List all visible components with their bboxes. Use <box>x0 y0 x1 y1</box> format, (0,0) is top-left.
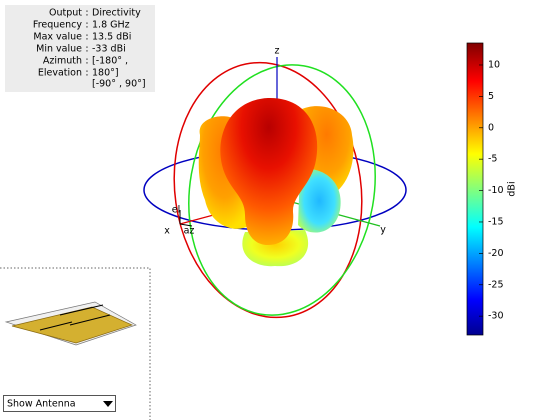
feed-line <box>59 304 104 316</box>
lobe-main <box>220 97 318 245</box>
elevation-ring-xz <box>173 61 363 319</box>
feed-line <box>39 321 73 331</box>
info-separator: : <box>85 68 88 79</box>
info-label: Min value <box>36 44 82 55</box>
info-separator: : <box>85 8 88 19</box>
thumbnail-frame <box>0 267 151 420</box>
colorbar <box>466 42 484 336</box>
radiation-pattern <box>198 97 354 267</box>
el-label: el <box>172 205 180 216</box>
colorbar-tick-label: -25 <box>488 279 504 290</box>
az-label: az <box>184 226 195 237</box>
info-extra: [-90° , 90°] <box>92 79 146 90</box>
triad-az <box>179 223 193 227</box>
info-separator: : <box>85 20 88 31</box>
info-value: 180°] <box>92 68 119 79</box>
colorbar-ticks: 10 5 0 -5 -10 -15 -20 -25 -30 <box>479 59 504 322</box>
info-value: 13.5 dBi <box>92 32 131 43</box>
elevation-ring-yz <box>188 64 376 316</box>
info-separator: : <box>85 56 88 67</box>
info-value: Directivity <box>92 8 141 19</box>
info-label: Max value <box>33 32 82 43</box>
info-value: -33 dBi <box>92 44 126 55</box>
x-label: x <box>164 226 170 237</box>
colorbar-tick-label: -15 <box>488 216 504 227</box>
z-label: z <box>275 46 280 57</box>
colorbar-tick-label: 10 <box>488 59 500 70</box>
info-value: [-180° , <box>92 56 128 67</box>
show-antenna-dropdown[interactable]: Show Antenna <box>3 395 116 412</box>
colorbar-tick-label: -10 <box>488 185 504 196</box>
dropdown-arrow[interactable] <box>103 401 113 407</box>
dropdown-box[interactable] <box>3 395 116 412</box>
colorbar-tick-label: -30 <box>488 311 504 322</box>
colorbar-label: dBi <box>507 181 518 196</box>
dropdown-text[interactable]: Show Antenna <box>7 399 76 410</box>
lobe-cyan <box>298 169 341 233</box>
colorbar-tick-label: 0 <box>488 122 494 133</box>
info-value: 1.8 GHz <box>92 20 130 31</box>
info-label: Azimuth <box>43 56 82 67</box>
info-label: Elevation <box>38 68 82 79</box>
colorbar-tick-label: -20 <box>488 248 504 259</box>
info-label: Output <box>49 8 82 19</box>
y-label: y <box>380 225 386 236</box>
info-separator: : <box>85 44 88 55</box>
info-panel <box>5 5 155 92</box>
feed-line <box>69 314 111 326</box>
info-separator: : <box>85 32 88 43</box>
colorbar-tick-label: -5 <box>488 154 497 165</box>
info-label: Frequency <box>33 20 82 31</box>
colorbar-tick-label: 5 <box>488 91 494 102</box>
